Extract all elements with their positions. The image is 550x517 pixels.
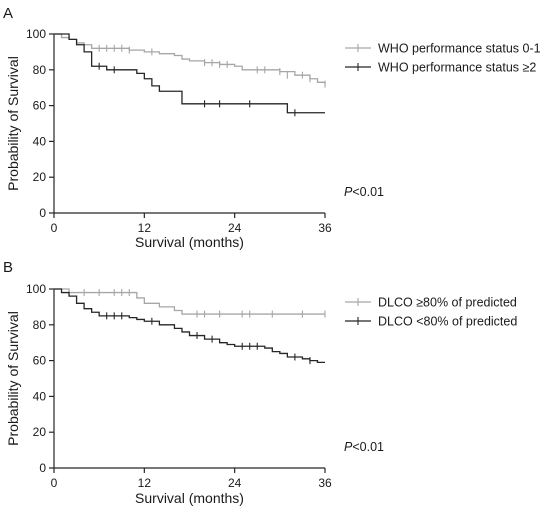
p-value: <0.01	[352, 185, 384, 199]
legend-label: WHO performance status 0-1	[378, 42, 541, 56]
x-tick-label: 0	[51, 476, 58, 490]
y-tick-label: 80	[33, 63, 47, 77]
p-symbol: P	[344, 185, 353, 199]
y-tick-label: 80	[33, 318, 47, 332]
panel-a: A 0 20 40 60 80 100 0 12 24 36 Survival (months) Pro…	[3, 5, 541, 250]
panel-label: B	[3, 259, 13, 276]
x-tick-label: 0	[51, 221, 58, 235]
x-tick-label: 36	[318, 476, 332, 490]
y-tick-label: 20	[33, 170, 47, 184]
p-symbol: P	[344, 440, 353, 454]
y-tick-label: 40	[33, 389, 47, 403]
legend-label: DLCO <80% of predicted	[378, 315, 517, 329]
y-tick-label: 100	[26, 27, 46, 41]
p-value: <0.01	[352, 440, 384, 454]
x-axis-title: Survival (months)	[135, 490, 244, 506]
x-axis-title: Survival (months)	[135, 234, 244, 250]
x-tick-label: 24	[228, 221, 242, 235]
legend-label: DLCO ≥80% of predicted	[378, 296, 517, 310]
p-value-annotation: P<0.01	[344, 440, 384, 454]
y-tick-label: 0	[39, 461, 46, 475]
x-tick-label: 24	[228, 476, 242, 490]
x-tick-label: 36	[318, 221, 332, 235]
y-axis-title: Probability of Survival	[5, 311, 21, 446]
panel-b: B 0 20 40 60 80 100 0 12 24 36 Survival (months) Pro…	[3, 259, 517, 506]
panel-label: A	[3, 5, 13, 22]
legend-label: WHO performance status ≥2	[378, 61, 536, 75]
y-axis-title: Probability of Survival	[5, 56, 21, 191]
survival-curve-1	[54, 33, 326, 85]
p-value-annotation: P<0.01	[344, 185, 384, 199]
y-tick-label: 20	[33, 425, 47, 439]
survival-curve-2	[54, 33, 325, 114]
y-tick-label: 100	[26, 282, 46, 296]
y-tick-label: 60	[33, 354, 47, 368]
y-tick-label: 60	[33, 99, 47, 113]
x-tick-label: 12	[138, 476, 152, 490]
y-tick-label: 40	[33, 134, 47, 148]
y-tick-label: 0	[39, 206, 46, 220]
survival-curve-2	[54, 288, 325, 364]
survival-curve-1	[54, 288, 325, 315]
x-tick-label: 12	[138, 221, 152, 235]
